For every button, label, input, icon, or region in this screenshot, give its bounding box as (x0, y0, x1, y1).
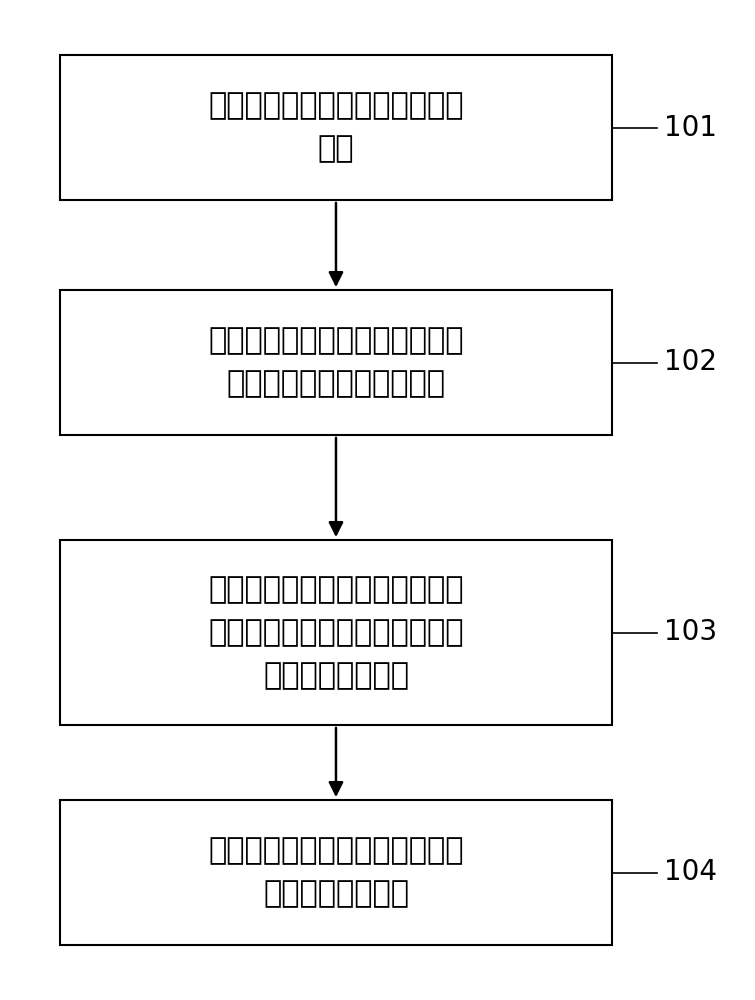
Text: 103: 103 (664, 618, 717, 646)
Text: 101: 101 (664, 113, 717, 141)
Bar (60, 540, 612, 725)
Text: 104: 104 (664, 858, 717, 886)
Text: 以反射系数位置为约束，确定稀
疏反射系数反演的目标函数: 以反射系数位置为约束，确定稀 疏反射系数反演的目标函数 (208, 327, 464, 398)
Bar (60, 800, 612, 945)
Bar (60, 55, 612, 200)
Text: 参考道贝叶斯反演定位反射系数
位置: 参考道贝叶斯反演定位反射系数 位置 (208, 92, 464, 163)
Text: 通过动校正后的反射系数计算动
校正后的地震数据: 通过动校正后的反射系数计算动 校正后的地震数据 (208, 837, 464, 908)
Text: 102: 102 (664, 349, 717, 376)
Bar (60, 290, 612, 435)
Text: 针对稀疏反射系数反演的目标函
数通过最小二乘法求解，计算动
校正后的反射系数: 针对稀疏反射系数反演的目标函 数通过最小二乘法求解，计算动 校正后的反射系数 (208, 575, 464, 690)
